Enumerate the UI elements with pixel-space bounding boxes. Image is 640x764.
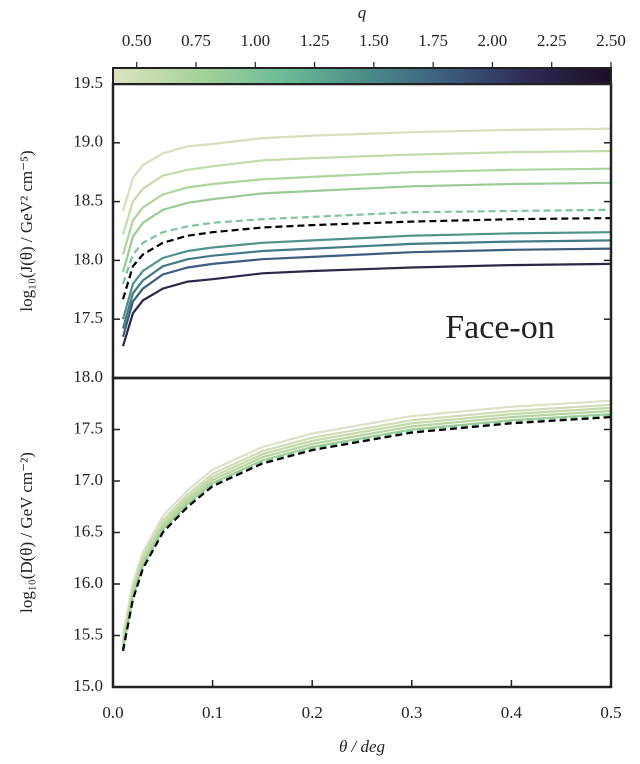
series-line bbox=[121, 413, 612, 649]
x-tick-label: 0.0 bbox=[102, 703, 123, 722]
y-tick-label: 17.5 bbox=[73, 308, 103, 327]
series-line bbox=[121, 231, 612, 320]
x-tick-label: 0.4 bbox=[501, 703, 523, 722]
y-tick-label: 16.0 bbox=[73, 573, 103, 592]
series-line bbox=[121, 414, 612, 650]
y-tick-label: 19.0 bbox=[73, 132, 103, 151]
colorbar-tick-label: 2.50 bbox=[596, 31, 626, 50]
colorbar-tick-label: 1.75 bbox=[418, 31, 448, 50]
series-line bbox=[121, 399, 612, 635]
series-line bbox=[121, 247, 612, 338]
y-tick-label: 15.5 bbox=[73, 624, 103, 643]
colorbar-tick-label: 0.50 bbox=[122, 31, 152, 50]
y-axis-label: log₁₀(D(θ) / GeV cm⁻²) bbox=[17, 452, 36, 613]
y-axis-label: log₁₀(J(θ) / GeV² cm⁻⁵) bbox=[17, 150, 36, 311]
y-tick-label: 18.5 bbox=[73, 191, 103, 210]
colorbar-label: q bbox=[358, 3, 367, 22]
series-line bbox=[121, 409, 612, 646]
series-line bbox=[121, 217, 612, 300]
series-line bbox=[121, 181, 612, 273]
series-line bbox=[121, 167, 612, 255]
y-tick-label: 17.0 bbox=[73, 470, 103, 489]
series-line bbox=[121, 208, 612, 285]
colorbar-tick-label: 0.75 bbox=[181, 31, 211, 50]
series-line bbox=[121, 149, 612, 235]
series-line bbox=[121, 406, 612, 642]
colorbar-tick-label: 2.25 bbox=[537, 31, 567, 50]
y-tick-label: 17.5 bbox=[73, 418, 103, 437]
series-line bbox=[121, 239, 612, 329]
x-tick-label: 0.1 bbox=[202, 703, 223, 722]
y-tick-label: 18.0 bbox=[73, 367, 103, 386]
colorbar bbox=[112, 67, 612, 85]
x-tick-label: 0.3 bbox=[401, 703, 422, 722]
series-line bbox=[121, 416, 612, 652]
colorbar-tick-label: 1.25 bbox=[300, 31, 330, 50]
x-axis-label: θ / deg bbox=[339, 737, 385, 756]
colorbar-tick-label: 1.00 bbox=[240, 31, 270, 50]
y-tick-label: 15.0 bbox=[73, 676, 103, 695]
colorbar-tick-label: 1.50 bbox=[359, 31, 389, 50]
x-tick-label: 0.2 bbox=[302, 703, 323, 722]
y-tick-label: 19.5 bbox=[73, 73, 103, 92]
x-tick-label: 0.5 bbox=[600, 703, 621, 722]
plot-frame bbox=[111, 376, 613, 689]
annotation: Face-on bbox=[445, 309, 555, 346]
colorbar-tick-label: 2.00 bbox=[478, 31, 508, 50]
series-line bbox=[121, 262, 612, 347]
y-tick-label: 16.5 bbox=[73, 521, 103, 540]
series-line bbox=[121, 127, 612, 212]
y-tick-label: 18.0 bbox=[73, 249, 103, 268]
